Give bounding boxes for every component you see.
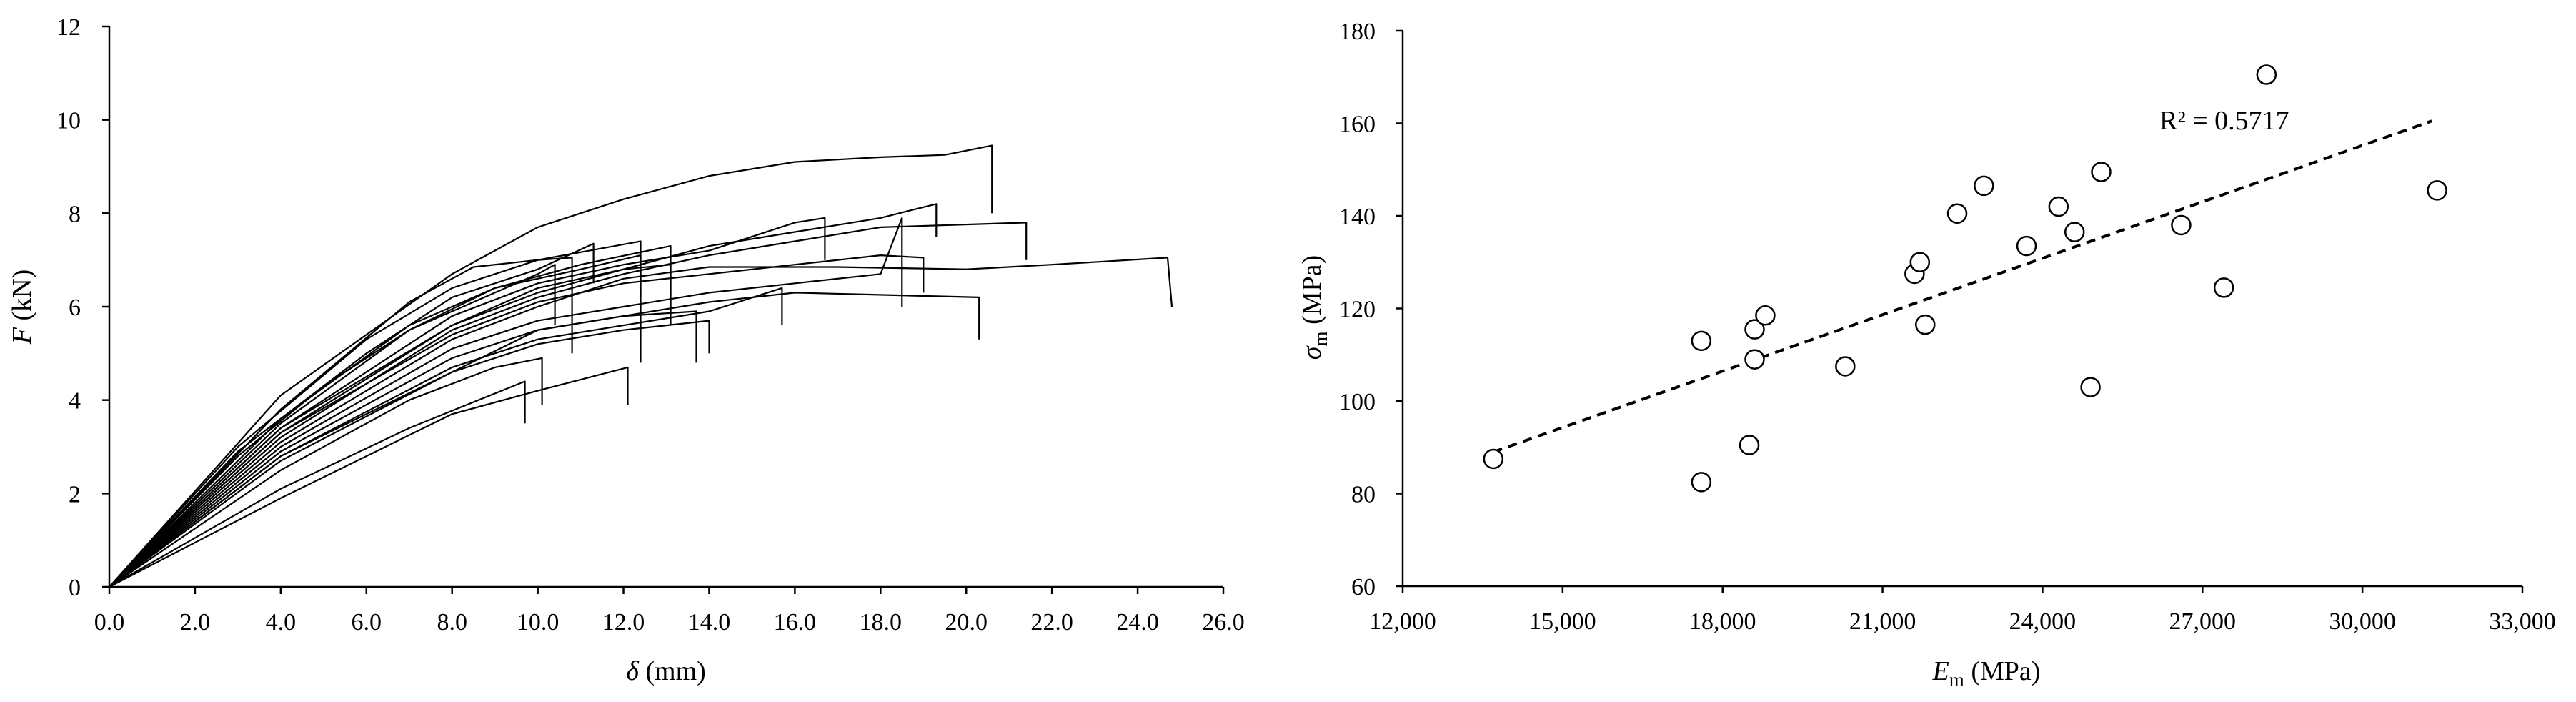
- data-point: [1755, 305, 1776, 326]
- c2-x-ticks: 12,000 15,000 18,000 21,000 24,000 27,000 30,0…: [1369, 586, 2556, 635]
- c2-y-axis-label: σm (MPa): [1297, 255, 1331, 360]
- c1-x-tick-label: 24.0: [1116, 609, 1159, 636]
- data-point: [2080, 377, 2101, 397]
- c1-y-tick-label: 2: [69, 481, 81, 508]
- c1-y-ticks: 0 2 4 6 8 10 12: [56, 14, 109, 601]
- load-curve-7: [109, 203, 938, 588]
- data-point: [2256, 64, 2277, 85]
- load-curve-5: [109, 245, 672, 588]
- data-point: [2016, 235, 2037, 257]
- c1-x-axis-label: δ (mm): [626, 656, 706, 686]
- data-point: [1946, 203, 1968, 224]
- data-point: [2213, 277, 2234, 298]
- load-curve-2: [109, 257, 573, 588]
- data-point: [1974, 175, 1994, 197]
- load-curve-16: [109, 357, 543, 588]
- data-point: [2091, 162, 2112, 182]
- c1-x-tick-label: 2.0: [180, 609, 211, 636]
- data-point: [1744, 349, 1765, 370]
- c1-x-tick-label: 4.0: [266, 609, 297, 636]
- c2-x-tick-label: 30,000: [2329, 608, 2396, 635]
- c1-x-tick-label: 26.0: [1202, 609, 1245, 636]
- c2-y-tick-label: 100: [1339, 389, 1376, 415]
- load-curve-17: [109, 380, 526, 588]
- data-point: [1915, 314, 1936, 335]
- c1-y-tick-label: 0: [69, 575, 81, 601]
- c1-x-tick-label: 8.0: [437, 609, 467, 636]
- scatter-points: [1483, 64, 2447, 493]
- load-curve-1: [109, 144, 993, 588]
- data-point: [2064, 222, 2085, 242]
- c2-x-tick-label: 12,000: [1369, 608, 1436, 635]
- c2-x-tick-label: 15,000: [1529, 608, 1596, 635]
- c1-y-tick-label: 10: [56, 108, 81, 134]
- c1-x-tick-label: 0.0: [94, 609, 125, 636]
- c2-x-tick-label: 18,000: [1689, 608, 1756, 635]
- data-point: [2171, 214, 2192, 236]
- load-curve-14: [109, 320, 710, 588]
- load-curve-3: [109, 242, 595, 588]
- c2-x-tick-label: 24,000: [2009, 608, 2077, 635]
- c1-x-tick-label: 6.0: [352, 609, 382, 636]
- load-curve-18: [109, 366, 629, 588]
- load-curve-11: [109, 217, 903, 588]
- data-point: [1739, 435, 1760, 455]
- data-point: [2427, 180, 2447, 201]
- load-curve-12: [109, 292, 980, 588]
- c1-y-tick-label: 12: [56, 14, 81, 41]
- c1-y-axis-label: F (kN): [7, 270, 37, 345]
- c2-y-tick-label: 180: [1339, 19, 1376, 45]
- c1-y-tick-label: 4: [69, 388, 81, 415]
- load-curve-15: [109, 310, 697, 588]
- load-curve-6: [109, 217, 826, 588]
- strength-modulus-chart: 12,000 15,000 18,000 21,000 24,000 27,000 30,0…: [1297, 19, 2556, 691]
- trendline: [1493, 119, 2432, 454]
- c2-x-axis-label: Em (MPa): [1932, 656, 2041, 691]
- c1-y-tick-label: 6: [69, 295, 81, 321]
- c2-y-tick-label: 160: [1339, 112, 1376, 138]
- c1-x-ticks: 0.0 2.0 4.0 6.0 8.0 10.0 12.0 14.0 16.0 18.0 20.0 2…: [94, 587, 1245, 636]
- data-point: [1835, 356, 1856, 377]
- c2-x-tick-label: 33,000: [2489, 608, 2556, 635]
- c2-y-tick-label: 120: [1339, 297, 1376, 323]
- data-point: [1744, 319, 1765, 340]
- c2-x-tick-label: 27,000: [2169, 608, 2237, 635]
- c1-x-tick-label: 18.0: [860, 609, 902, 636]
- c1-x-tick-label: 14.0: [688, 609, 731, 636]
- load-curve-10: [109, 257, 1173, 588]
- load-curve-13: [109, 287, 783, 588]
- load-curve-21: [109, 264, 672, 588]
- c2-y-tick-label: 60: [1351, 574, 1376, 600]
- r-squared-annotation: R² = 0.5717: [2159, 106, 2289, 136]
- c2-x-tick-label: 21,000: [1849, 608, 1916, 635]
- load-curve-20: [109, 254, 642, 588]
- c2-y-tick-label: 140: [1339, 204, 1376, 230]
- load-curves: [109, 144, 1173, 588]
- c1-x-tick-label: 16.0: [774, 609, 817, 636]
- load-curve-19: [109, 264, 556, 588]
- load-displacement-chart: 0.0 2.0 4.0 6.0 8.0 10.0 12.0 14.0 16.0 18.0 20.0 2…: [7, 14, 1245, 686]
- c1-y-tick-label: 8: [69, 201, 81, 227]
- data-point: [1483, 448, 1504, 470]
- data-point: [1909, 252, 1931, 272]
- load-curve-4: [109, 240, 642, 588]
- data-point: [1691, 472, 1712, 493]
- c1-x-tick-label: 12.0: [602, 609, 645, 636]
- data-point: [2048, 196, 2069, 217]
- c2-y-ticks: 60 80 100 120 140 160 180: [1339, 19, 1403, 600]
- data-point: [1691, 330, 1712, 352]
- c1-x-tick-label: 22.0: [1030, 609, 1073, 636]
- c1-x-tick-label: 20.0: [945, 609, 988, 636]
- c2-y-tick-label: 80: [1351, 482, 1376, 508]
- c1-x-tick-label: 10.0: [517, 609, 560, 636]
